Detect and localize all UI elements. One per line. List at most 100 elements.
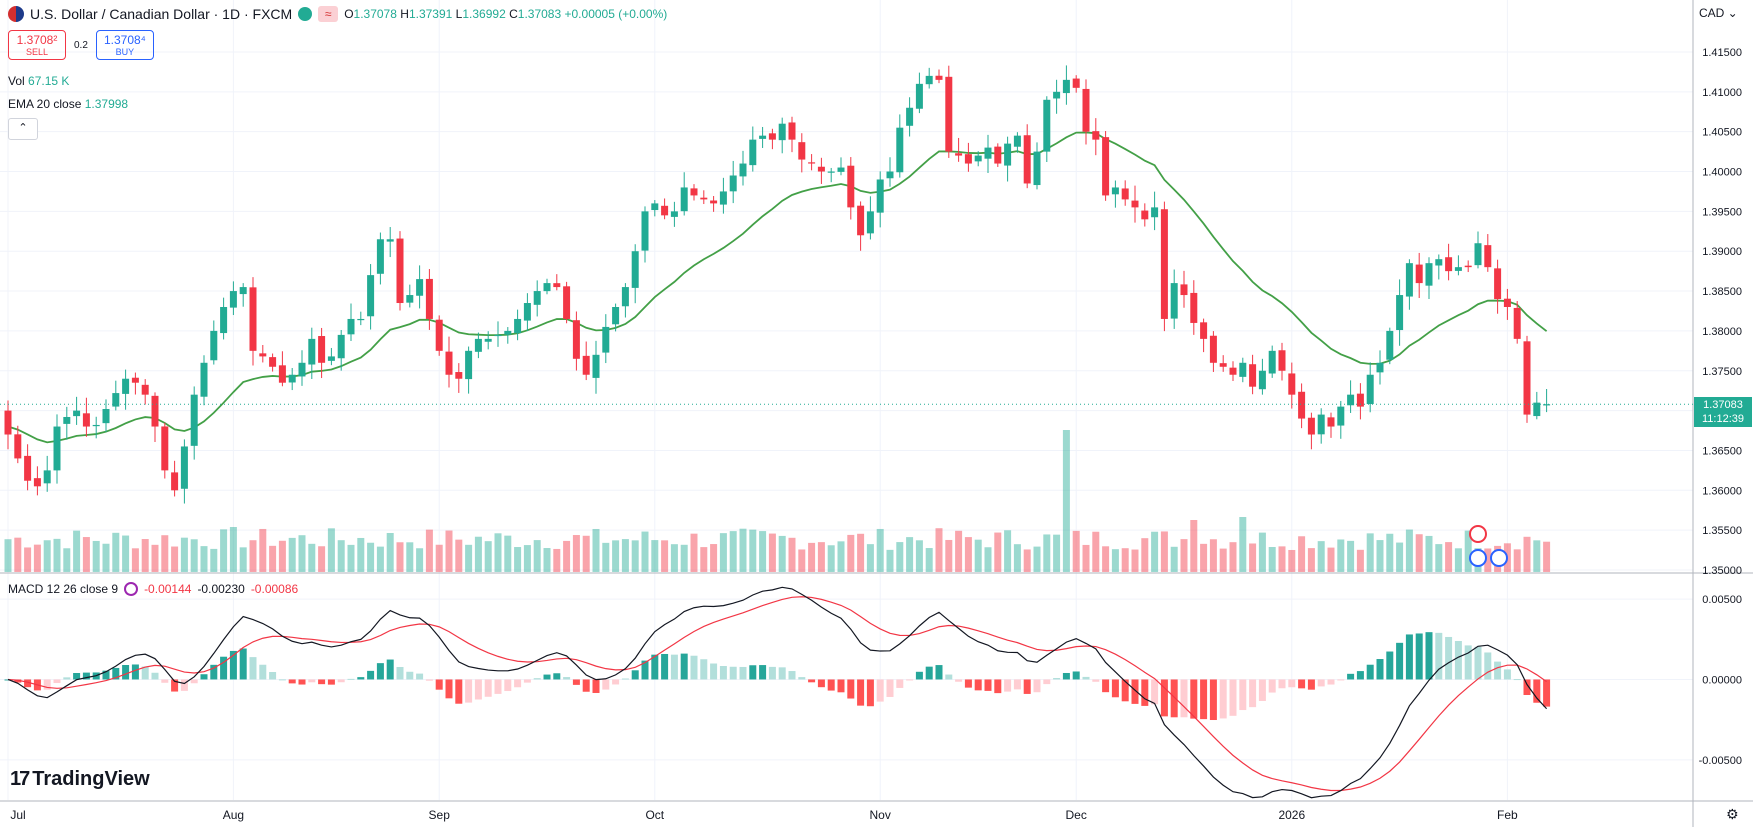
- volume-bar: [1043, 534, 1051, 572]
- candle: [1396, 295, 1404, 331]
- macd-histogram-bar: [768, 666, 776, 680]
- symbol-title[interactable]: U.S. Dollar / Canadian Dollar · 1D · FXC…: [30, 6, 293, 22]
- us-event-icon[interactable]: [1469, 549, 1487, 567]
- price-axis-label: 1.40500: [1702, 127, 1742, 139]
- volume-bar: [1435, 544, 1443, 572]
- macd-histogram-bar: [1131, 679, 1139, 704]
- macd-histogram-bar: [798, 677, 806, 680]
- candle: [906, 107, 914, 126]
- candle: [269, 357, 277, 367]
- candle: [866, 211, 874, 234]
- volume-bar: [1023, 549, 1031, 572]
- macd-histogram-bar: [739, 666, 747, 680]
- price-axis-label: 1.38000: [1702, 326, 1742, 338]
- candle: [220, 307, 228, 334]
- volume-bar: [131, 548, 139, 572]
- volume-legend[interactable]: Vol 67.15 K: [8, 74, 70, 88]
- macd-histogram-bar: [631, 670, 639, 680]
- settings-gear-icon[interactable]: ⚙: [1726, 806, 1739, 822]
- volume-bar: [347, 544, 355, 572]
- macd-histogram-bar: [1454, 641, 1462, 680]
- candle: [190, 394, 198, 446]
- candle: [1543, 404, 1551, 406]
- volume-bar: [112, 532, 120, 572]
- candle: [1151, 207, 1159, 218]
- candle: [210, 330, 218, 361]
- candle: [1288, 373, 1296, 395]
- market-status-icon[interactable]: [298, 7, 313, 21]
- canada-event-icon[interactable]: [1469, 525, 1487, 543]
- candle: [1131, 200, 1139, 208]
- price-axis-label: 1.35500: [1702, 525, 1742, 537]
- candle: [837, 167, 845, 172]
- macd-legend[interactable]: MACD 12 26 close 9 -0.00144 -0.00230 -0.…: [8, 582, 299, 596]
- candle: [641, 211, 649, 251]
- candle: [808, 162, 816, 164]
- volume-bar: [1484, 548, 1492, 572]
- us-event-icon-2[interactable]: [1490, 549, 1508, 567]
- macd-histogram-bar: [161, 679, 169, 683]
- volume-bar: [808, 542, 816, 572]
- candle: [406, 295, 414, 303]
- macd-histogram-bar: [455, 679, 463, 704]
- macd-line-value: -0.00230: [197, 582, 245, 596]
- macd-histogram-bar: [886, 679, 894, 697]
- macd-histogram-bar: [1092, 679, 1100, 682]
- collapse-legend-button[interactable]: ⌃: [8, 118, 38, 140]
- compare-icon[interactable]: ≈: [318, 6, 339, 22]
- macd-histogram-bar: [808, 679, 816, 683]
- sell-button[interactable]: 1.3708² SELL: [8, 30, 66, 60]
- macd-histogram-bar: [759, 665, 767, 680]
- candle: [1004, 143, 1012, 166]
- volume-bar: [308, 543, 316, 572]
- candle: [1425, 263, 1433, 286]
- candle: [1190, 292, 1198, 323]
- candle: [33, 478, 41, 487]
- high-value: 1.37391: [408, 7, 453, 21]
- candle: [386, 239, 394, 242]
- price-axis-label: 1.39500: [1702, 206, 1742, 218]
- volume-bar: [533, 540, 541, 572]
- macd-hist-value: -0.00144: [144, 582, 192, 596]
- macd-histogram-bar: [190, 679, 198, 684]
- candle: [1082, 88, 1090, 132]
- ema-legend[interactable]: EMA 20 close 1.37998: [8, 97, 129, 111]
- buy-button[interactable]: 1.3708⁴ BUY: [95, 30, 154, 60]
- candle: [739, 163, 747, 177]
- macd-histogram-bar: [866, 679, 874, 707]
- candle: [523, 303, 531, 321]
- macd-histogram-bar: [533, 678, 541, 680]
- macd-histogram-bar: [220, 656, 228, 680]
- macd-histogram-bar: [445, 679, 453, 699]
- macd-histogram-bar: [935, 665, 943, 680]
- candle: [1337, 406, 1345, 426]
- macd-histogram-bar: [425, 679, 433, 681]
- volume-bar: [876, 528, 884, 572]
- tradingview-logo[interactable]: 17 TradingView: [10, 768, 150, 790]
- macd-histogram-bar: [945, 674, 953, 680]
- macd-histogram-bar: [367, 670, 375, 680]
- candle: [984, 147, 992, 159]
- volume-bar: [1317, 541, 1325, 572]
- candle: [455, 372, 463, 379]
- macd-histogram-bar: [1033, 679, 1041, 693]
- macd-histogram-bar: [288, 679, 296, 684]
- candle: [886, 171, 894, 179]
- volume-bar: [43, 540, 51, 572]
- volume-bar: [1092, 531, 1100, 572]
- currency-selector[interactable]: CAD ⌄: [1699, 6, 1738, 20]
- volume-bar: [171, 546, 179, 572]
- candle: [1317, 414, 1325, 435]
- candle: [1229, 367, 1237, 375]
- candle: [1141, 210, 1149, 220]
- volume-bar: [288, 537, 296, 572]
- candle: [229, 291, 237, 308]
- macd-histogram-bar: [964, 679, 972, 688]
- macd-settings-icon[interactable]: [124, 582, 139, 596]
- volume-bar: [759, 531, 767, 572]
- price-axis-label: 1.39000: [1702, 246, 1742, 258]
- volume-bar: [543, 548, 551, 572]
- macd-histogram-bar: [43, 679, 51, 690]
- volume-bar: [621, 539, 629, 572]
